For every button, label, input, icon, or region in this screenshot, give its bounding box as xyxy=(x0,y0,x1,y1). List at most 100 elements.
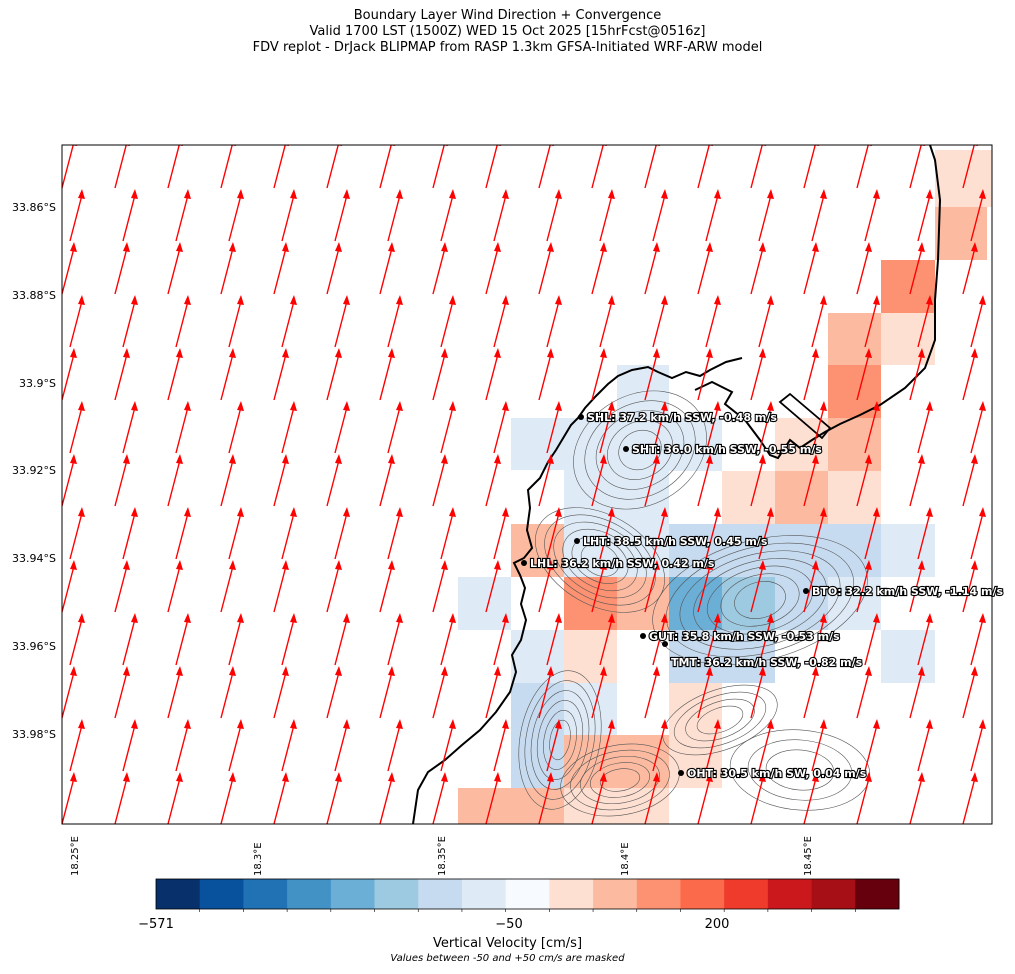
wind-arrow-shaft xyxy=(803,671,817,719)
wind-arrow-head xyxy=(653,666,660,676)
velocity-cell xyxy=(881,260,935,313)
velocity-cell xyxy=(828,524,881,577)
wind-arrow-head xyxy=(229,666,236,676)
wind-arrow-shaft xyxy=(644,247,658,295)
wind-arrow-head xyxy=(653,242,660,252)
longitude-tick-label: 18.3°E xyxy=(253,842,264,876)
wind-arrow-shaft xyxy=(970,300,984,348)
wind-arrow-shaft xyxy=(228,300,242,348)
station-label: OHT: 30.5 km/h SW, 0.04 m/s xyxy=(687,767,867,780)
colorbar-swatch xyxy=(287,879,332,909)
wind-arrow-shaft xyxy=(167,565,181,613)
wind-arrow-shaft xyxy=(440,194,454,242)
wind-arrow-shaft xyxy=(281,300,295,348)
wind-arrow-shaft xyxy=(432,777,446,824)
wind-arrow-shaft xyxy=(273,777,287,824)
wind-arrow-head xyxy=(865,348,872,358)
wind-arrow-shaft xyxy=(273,145,286,189)
wind-arrow-shaft xyxy=(546,618,560,666)
station-label: SHT: 36.0 km/h SSW, -0.55 m/s xyxy=(632,443,822,456)
wind-arrow-shaft xyxy=(334,618,348,666)
wind-arrow-head xyxy=(661,613,668,623)
velocity-cell xyxy=(881,630,935,683)
wind-arrow-shaft xyxy=(962,145,975,189)
wind-arrow-shaft xyxy=(326,145,339,189)
station-label: SHL: 37.2 km/h SSW, -0.48 m/s xyxy=(587,411,777,424)
wind-arrow-shaft xyxy=(167,353,181,401)
wind-arrow-head xyxy=(441,560,448,570)
wind-arrow-head xyxy=(608,507,615,517)
velocity-cell xyxy=(775,471,828,524)
station-dot xyxy=(623,446,629,452)
wind-arrow-shaft xyxy=(546,406,560,454)
wind-arrow-head xyxy=(608,613,615,623)
contour-line xyxy=(573,390,707,510)
wind-arrow-head xyxy=(176,242,183,252)
wind-arrow-head xyxy=(335,242,342,252)
colorbar-swatch xyxy=(461,879,507,909)
wind-arrow-shaft xyxy=(379,565,393,613)
wind-arrow-head xyxy=(812,348,819,358)
colorbar-tick-label: −50 xyxy=(495,917,523,932)
wind-arrow-head xyxy=(388,242,395,252)
colorbar-swatch xyxy=(374,879,419,909)
station-dot xyxy=(678,770,684,776)
wind-arrow-shaft xyxy=(485,145,498,189)
wind-arrow-shaft xyxy=(485,459,499,507)
wind-arrow-shaft xyxy=(114,565,128,613)
wind-arrow-head xyxy=(661,719,668,729)
contour-line xyxy=(747,739,853,801)
wind-arrow-shaft xyxy=(864,194,878,242)
colorbar-swatch xyxy=(811,879,856,909)
velocity-cell xyxy=(935,207,987,260)
wind-arrow-head xyxy=(290,401,297,411)
wind-arrow-head xyxy=(979,507,986,517)
wind-arrow-head xyxy=(184,507,191,517)
wind-arrow-head xyxy=(555,613,562,623)
wind-arrow-head xyxy=(767,613,774,623)
title-line-2: Valid 1700 LST (1500Z) WED 15 Oct 2025 [… xyxy=(309,24,706,39)
velocity-cell xyxy=(881,524,935,577)
contour-line xyxy=(562,528,638,592)
wind-arrow-shaft xyxy=(122,194,136,242)
wind-arrow-shaft xyxy=(811,194,825,242)
wind-arrow-head xyxy=(494,772,501,782)
contour-line xyxy=(652,535,868,665)
wind-arrow-head xyxy=(502,719,509,729)
wind-arrow-shaft xyxy=(546,512,560,560)
wind-arrow-shaft xyxy=(758,300,772,348)
wind-arrow-head xyxy=(131,295,138,305)
wind-arrow-shaft xyxy=(758,406,772,454)
wind-arrow-shaft xyxy=(485,247,499,295)
wind-arrow-head xyxy=(229,454,236,464)
wind-arrow-head xyxy=(600,560,607,570)
wind-arrow-head xyxy=(547,560,554,570)
wind-arrow-shaft xyxy=(62,145,74,189)
wind-arrow-shaft xyxy=(917,406,931,454)
wind-arrow-head xyxy=(441,666,448,676)
wind-arrow-shaft xyxy=(856,247,870,295)
wind-arrow-shaft xyxy=(228,194,242,242)
latitude-tick-label: 33.98°S xyxy=(12,728,56,741)
wind-arrow-shaft xyxy=(493,300,507,348)
wind-arrow-shaft xyxy=(697,565,711,613)
velocity-cell xyxy=(669,735,722,788)
wind-arrow-head xyxy=(449,401,456,411)
wind-arrow-head xyxy=(812,772,819,782)
wind-arrow-head xyxy=(449,613,456,623)
wind-arrow-head xyxy=(441,242,448,252)
wind-arrow-shaft xyxy=(909,459,923,507)
title-line-3: FDV replot - DrJack BLIPMAP from RASP 1.… xyxy=(252,40,763,55)
wind-arrow-shaft xyxy=(758,724,772,772)
wind-arrow-head xyxy=(820,613,827,623)
wind-arrow-head xyxy=(971,772,978,782)
wind-arrow-shaft xyxy=(485,671,499,719)
wind-arrow-head xyxy=(918,560,925,570)
velocity-cell xyxy=(511,524,564,577)
colorbar-note: Values between -50 and +50 cm/s are mask… xyxy=(390,953,625,964)
wind-arrow-head xyxy=(547,242,554,252)
wind-arrow-head xyxy=(873,295,880,305)
wind-arrow-head xyxy=(865,772,872,782)
velocity-cell xyxy=(722,524,775,577)
wind-arrow-head xyxy=(78,507,85,517)
